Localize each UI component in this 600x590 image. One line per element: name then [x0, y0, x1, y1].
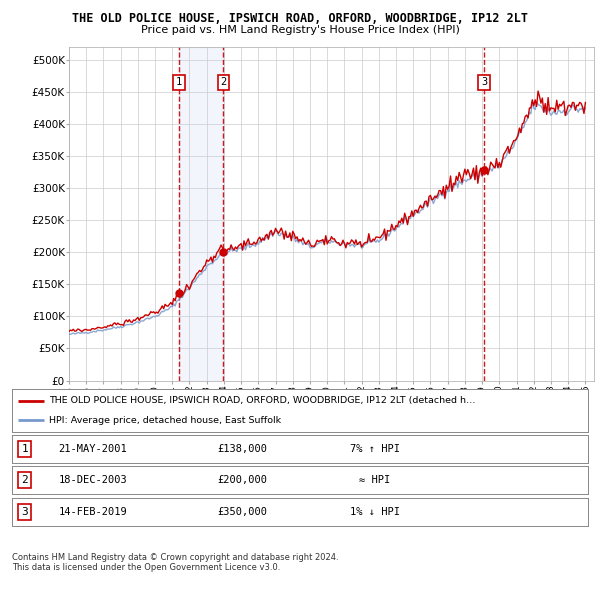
Text: THE OLD POLICE HOUSE, IPSWICH ROAD, ORFORD, WOODBRIDGE, IP12 2LT: THE OLD POLICE HOUSE, IPSWICH ROAD, ORFO… [72, 12, 528, 25]
Text: ≈ HPI: ≈ HPI [359, 476, 391, 485]
Text: 1% ↓ HPI: 1% ↓ HPI [350, 507, 400, 517]
Text: 2: 2 [21, 476, 28, 485]
Text: 1: 1 [176, 77, 182, 87]
Text: 21-MAY-2001: 21-MAY-2001 [58, 444, 127, 454]
Text: 14-FEB-2019: 14-FEB-2019 [58, 507, 127, 517]
Text: £200,000: £200,000 [217, 476, 268, 485]
Text: £350,000: £350,000 [217, 507, 268, 517]
Text: 7% ↑ HPI: 7% ↑ HPI [350, 444, 400, 454]
Text: £138,000: £138,000 [217, 444, 268, 454]
Bar [179, 47, 223, 381]
Text: 3: 3 [481, 77, 487, 87]
Text: Contains HM Land Registry data © Crown copyright and database right 2024.: Contains HM Land Registry data © Crown c… [12, 553, 338, 562]
Text: This data is licensed under the Open Government Licence v3.0.: This data is licensed under the Open Gov… [12, 563, 280, 572]
Text: 3: 3 [21, 507, 28, 517]
Text: 2: 2 [220, 77, 226, 87]
Text: THE OLD POLICE HOUSE, IPSWICH ROAD, ORFORD, WOODBRIDGE, IP12 2LT (detached h…: THE OLD POLICE HOUSE, IPSWICH ROAD, ORFO… [49, 396, 476, 405]
Text: HPI: Average price, detached house, East Suffolk: HPI: Average price, detached house, East… [49, 416, 281, 425]
Text: 1: 1 [21, 444, 28, 454]
Text: Price paid vs. HM Land Registry's House Price Index (HPI): Price paid vs. HM Land Registry's House … [140, 25, 460, 35]
Text: 18-DEC-2003: 18-DEC-2003 [58, 476, 127, 485]
